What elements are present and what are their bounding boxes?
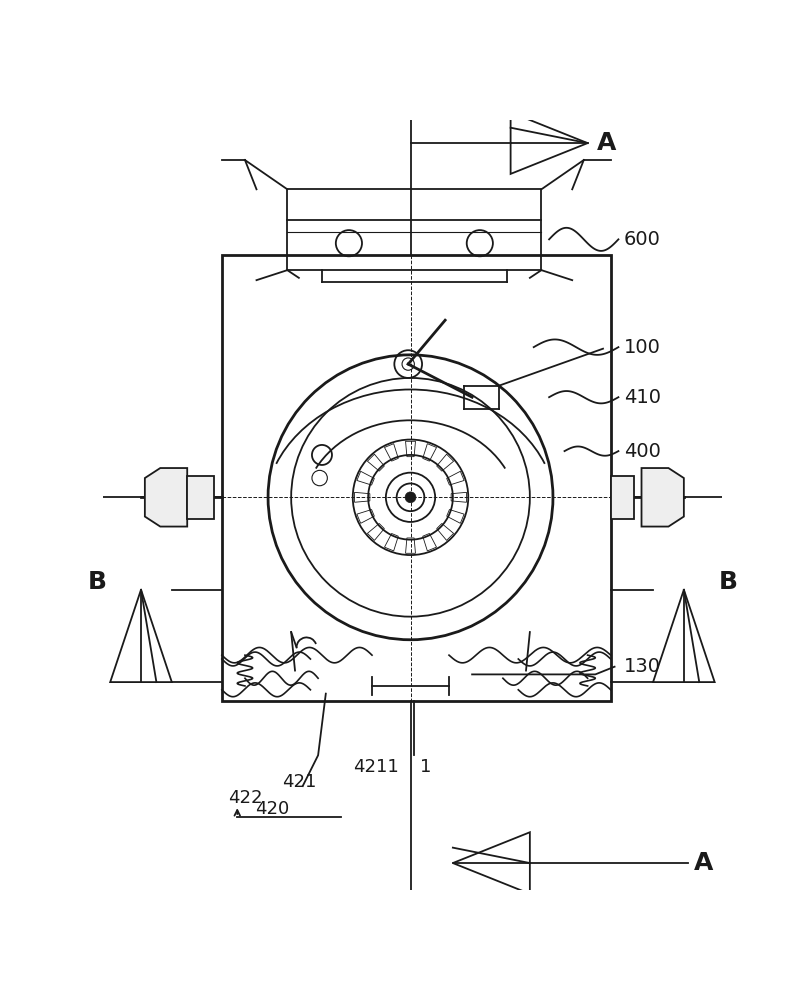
Text: A: A (693, 851, 712, 875)
Text: 600: 600 (623, 230, 660, 249)
Polygon shape (641, 468, 683, 527)
Text: 422: 422 (227, 789, 262, 807)
Polygon shape (145, 468, 187, 527)
Text: 130: 130 (623, 657, 660, 676)
Text: 1: 1 (420, 758, 431, 776)
Text: 421: 421 (281, 773, 316, 791)
Text: B: B (718, 570, 736, 594)
Text: 400: 400 (623, 442, 660, 461)
Text: 4211: 4211 (353, 758, 398, 776)
Text: A: A (596, 131, 615, 155)
Circle shape (405, 492, 415, 503)
Text: 410: 410 (623, 388, 660, 407)
Text: B: B (88, 570, 106, 594)
Text: 100: 100 (623, 338, 660, 357)
Polygon shape (610, 476, 633, 519)
Text: 420: 420 (255, 800, 288, 818)
Polygon shape (187, 476, 214, 519)
